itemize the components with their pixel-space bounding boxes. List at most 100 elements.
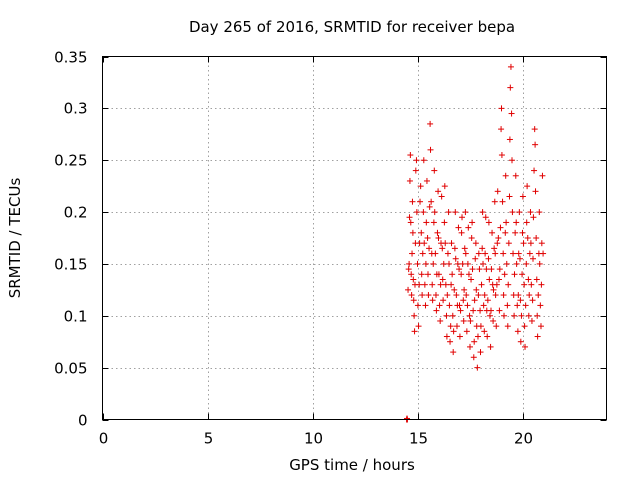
data-point [423,177,430,184]
data-point [528,317,535,324]
data-point [421,281,428,288]
data-point [443,333,450,340]
x-axis-label: GPS time / hours [289,456,415,474]
data-point [458,229,465,236]
data-point [524,183,531,190]
data-point [459,260,466,267]
data-point [475,292,482,299]
data-point [443,312,450,319]
data-point [414,260,421,267]
data-point [505,281,512,288]
data-point [437,317,444,324]
data-point [519,193,526,200]
data-point [512,229,519,236]
data-point [448,240,455,247]
data-point [533,276,540,283]
data-point [480,260,487,267]
data-point [463,328,470,335]
data-point [478,281,485,288]
data-point [421,240,428,247]
data-point [406,177,413,184]
data-point [492,292,499,299]
data-point [420,157,427,164]
data-point [405,266,412,273]
data-point [431,167,438,174]
data-point [453,323,460,330]
data-point [468,276,475,283]
data-point [481,328,488,335]
data-point [486,276,493,283]
data-point [537,323,544,330]
data-point [510,250,517,257]
data-point [458,271,465,278]
data-point [456,266,463,273]
data-point [442,281,449,288]
data-point [471,338,478,345]
data-point [441,183,448,190]
y-tick-label-5: 0.25 [54,152,87,170]
data-point [426,203,433,210]
data-point [460,297,467,304]
data-point [477,323,484,330]
data-points [403,63,547,423]
data-point [529,297,536,304]
data-point [540,250,547,257]
data-point [490,286,497,293]
x-tick-label-2: 10 [304,430,323,448]
data-point [484,333,491,340]
data-point [491,198,498,205]
data-point [444,292,451,299]
x-tick-label-0: 0 [99,430,109,448]
data-point [479,245,486,252]
data-point [451,245,458,252]
data-point [462,209,469,216]
data-point [511,271,518,278]
data-point [509,209,516,216]
data-point [447,338,454,345]
data-point [427,120,434,127]
data-point [501,312,508,319]
data-point [440,260,447,267]
data-point [539,172,546,179]
data-point [410,297,417,304]
data-point [418,229,425,236]
data-point [406,260,413,267]
data-point [500,250,507,257]
data-point [409,229,416,236]
data-point [536,260,543,267]
data-point [432,292,439,299]
data-point [430,260,437,267]
data-point [469,219,476,226]
data-point [477,307,484,314]
data-point [483,266,490,273]
data-point [407,152,414,159]
data-point [410,276,417,283]
y-tick-label-2: 0.1 [64,308,88,326]
data-point [493,281,500,288]
data-point [491,245,498,252]
data-point [437,281,444,288]
data-point [431,209,438,216]
data-point [500,292,507,299]
data-point [503,260,510,267]
data-point [513,260,520,267]
data-point [502,172,509,179]
data-point [450,328,457,335]
data-point [425,292,432,299]
data-point [432,250,439,257]
data-point [489,229,496,236]
data-point [441,219,448,226]
data-point [415,323,422,330]
data-point [520,240,527,247]
data-point [405,286,412,293]
data-point [498,126,505,133]
data-point [509,157,515,164]
data-point [499,198,506,205]
data-point [413,157,420,164]
data-point [447,323,454,330]
y-tick-label-1: 0.05 [54,360,87,378]
data-point [420,209,427,216]
data-point [470,354,477,361]
data-point [496,266,503,273]
